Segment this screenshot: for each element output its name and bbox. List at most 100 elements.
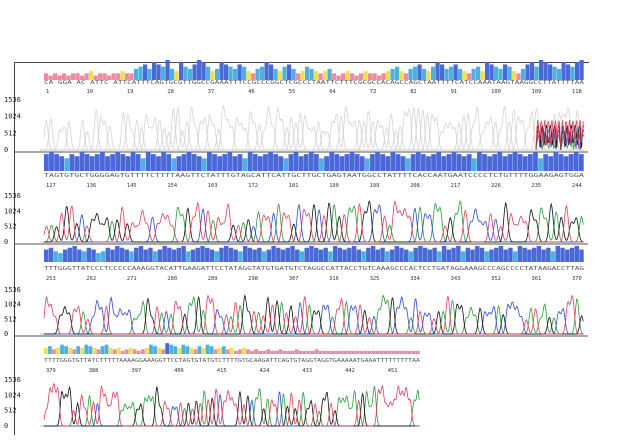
quality-bar [417, 64, 422, 80]
quality-bar [327, 350, 331, 354]
quality-bar [153, 346, 157, 354]
quality-bar [237, 154, 243, 171]
quality-bar [64, 158, 70, 171]
position-label: 451 [388, 368, 398, 374]
quality-bar [98, 73, 103, 80]
quality-bar [242, 347, 246, 354]
quality-bar [303, 154, 309, 171]
quality-bar [89, 156, 95, 171]
quality-bar [405, 158, 411, 171]
quality-bar [268, 152, 273, 171]
quality-bar [453, 64, 458, 80]
quality-bar [395, 350, 400, 354]
quality-bar [309, 68, 314, 80]
quality-bar [238, 349, 242, 354]
quality-bar [410, 154, 416, 171]
quality-bar [224, 246, 229, 262]
quality-bar [561, 62, 566, 80]
quality-bar [44, 249, 49, 262]
trace-C [44, 204, 584, 243]
quality-bar [484, 251, 489, 262]
trace-G [44, 294, 584, 335]
quality-bar [407, 350, 412, 354]
position-label: 118 [572, 89, 582, 95]
y-tick-label: 512 [4, 315, 17, 323]
quality-bar [347, 247, 352, 262]
quality-bar [287, 64, 292, 80]
quality-bar [462, 71, 467, 80]
quality-bar [214, 251, 219, 262]
quality-bar [512, 152, 518, 171]
quality-bar [102, 73, 107, 80]
quality-bar [371, 350, 376, 354]
position-label: 1 [46, 89, 49, 95]
quality-bar [359, 350, 364, 354]
quality-bar [579, 249, 584, 262]
quality-bar [364, 158, 370, 171]
quality-bar [543, 154, 549, 171]
quality-bar [522, 247, 527, 262]
position-label: 334 [410, 276, 420, 282]
position-label: 55 [289, 89, 296, 95]
quality-bar [251, 73, 256, 80]
quality-bar [569, 247, 575, 262]
quality-bar [176, 247, 182, 262]
quality-bar [298, 350, 303, 354]
quality-bar [508, 247, 513, 262]
quality-bar [96, 253, 101, 262]
quality-bar [100, 251, 106, 262]
quality-bar [252, 249, 257, 262]
quality-bar [368, 73, 373, 80]
y-tick-label: 1536 [4, 286, 21, 294]
quality-bar [512, 71, 517, 80]
quality-bar [68, 347, 72, 354]
quality-bar [157, 249, 163, 262]
quality-bar [191, 154, 197, 171]
y-tick-label: 1536 [4, 376, 21, 384]
quality-bar [444, 68, 449, 80]
quality-bar [143, 64, 148, 80]
quality-bar [282, 350, 287, 354]
quality-bar [262, 350, 267, 354]
quality-bar [432, 247, 437, 262]
quality-bar [186, 251, 191, 262]
position-label: 262 [87, 276, 97, 282]
quality-bar [329, 152, 335, 171]
quality-bar [195, 247, 201, 262]
quality-bar [260, 66, 265, 80]
position-label: 289 [208, 276, 218, 282]
quality-bar [503, 249, 508, 262]
quality-bar [355, 350, 360, 354]
quality-bar [115, 246, 120, 262]
quality-bar [314, 71, 319, 80]
quality-bar [323, 247, 328, 262]
position-label: 370 [572, 276, 582, 282]
quality-bar [507, 154, 513, 171]
quality-bar [185, 346, 190, 354]
quality-bar [480, 71, 485, 80]
quality-bar [192, 64, 197, 80]
quality-bar [81, 251, 87, 262]
quality-bar [565, 249, 570, 262]
position-label: 109 [532, 89, 542, 95]
quality-bar [494, 247, 499, 262]
quality-bar [124, 249, 129, 262]
quality-bar [88, 346, 93, 354]
quality-bar [227, 152, 233, 171]
y-tick-label: 1024 [4, 207, 21, 215]
quality-bar [413, 66, 418, 80]
quality-bar [44, 347, 48, 354]
quality-bar [546, 247, 551, 262]
quality-bar [302, 350, 307, 354]
position-label: 361 [532, 276, 542, 282]
quality-bar [274, 350, 279, 354]
quality-bar [74, 156, 80, 171]
quality-bar [119, 247, 125, 262]
quality-bar [201, 158, 207, 171]
quality-bar [308, 152, 314, 171]
quality-bar [471, 68, 476, 80]
quality-bar [339, 156, 345, 171]
quality-bar [152, 62, 157, 80]
quality-bar [470, 249, 475, 262]
